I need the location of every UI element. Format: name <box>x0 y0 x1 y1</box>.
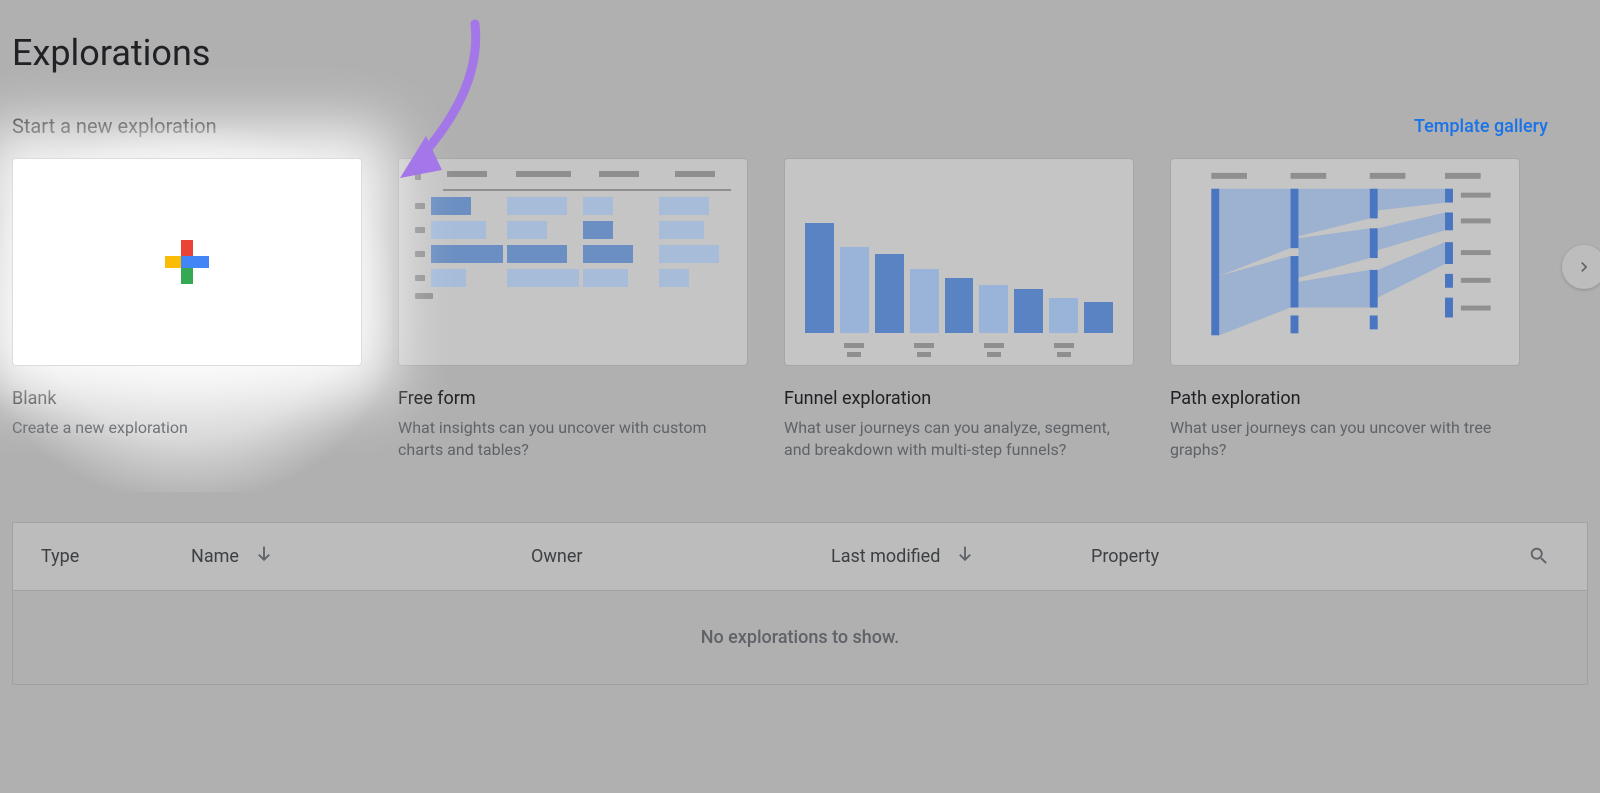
sort-down-icon <box>253 543 275 570</box>
template-card-blank[interactable]: Blank Create a new exploration <box>12 158 362 462</box>
search-button[interactable] <box>1519 545 1559 567</box>
search-icon <box>1528 545 1550 567</box>
template-desc: What user journeys can you uncover with … <box>1170 417 1520 462</box>
sort-down-icon <box>954 543 976 570</box>
col-name[interactable]: Name <box>191 543 531 570</box>
template-gallery-link[interactable]: Template gallery <box>1414 116 1588 137</box>
page-title: Explorations <box>12 32 1588 74</box>
template-name: Blank <box>12 388 362 409</box>
template-desc: What insights can you uncover with custo… <box>398 417 748 462</box>
template-card-path[interactable]: Path exploration What user journeys can … <box>1170 158 1520 462</box>
table-header: Type Name Owner Last modified Property <box>13 523 1587 591</box>
template-thumb-blank[interactable] <box>12 158 362 366</box>
template-card-freeform[interactable]: Free form What insights can you uncover … <box>398 158 748 462</box>
templates-row: Blank Create a new exploration <box>12 158 1588 462</box>
template-name: Funnel exploration <box>784 388 1134 409</box>
empty-state: No explorations to show. <box>13 591 1587 684</box>
col-type[interactable]: Type <box>41 546 191 567</box>
explorations-table: Type Name Owner Last modified Property N… <box>12 522 1588 685</box>
next-templates-button[interactable] <box>1562 245 1600 289</box>
plus-icon <box>165 240 209 284</box>
template-desc: What user journeys can you analyze, segm… <box>784 417 1134 462</box>
col-property[interactable]: Property <box>1091 546 1519 567</box>
col-modified[interactable]: Last modified <box>831 543 1091 570</box>
template-thumb-funnel[interactable] <box>784 158 1134 366</box>
funnel-bars <box>805 223 1113 333</box>
section-title: Start a new exploration <box>12 114 217 138</box>
template-thumb-path[interactable] <box>1170 158 1520 366</box>
chevron-right-icon <box>1574 257 1594 277</box>
template-card-funnel[interactable]: Funnel exploration What user journeys ca… <box>784 158 1134 462</box>
template-name: Path exploration <box>1170 388 1520 409</box>
template-thumb-freeform[interactable] <box>398 158 748 366</box>
col-modified-label: Last modified <box>831 546 940 567</box>
col-owner[interactable]: Owner <box>531 546 831 567</box>
sankey-icon <box>1171 159 1519 365</box>
template-name: Free form <box>398 388 748 409</box>
template-desc: Create a new exploration <box>12 417 362 439</box>
col-name-label: Name <box>191 546 239 567</box>
